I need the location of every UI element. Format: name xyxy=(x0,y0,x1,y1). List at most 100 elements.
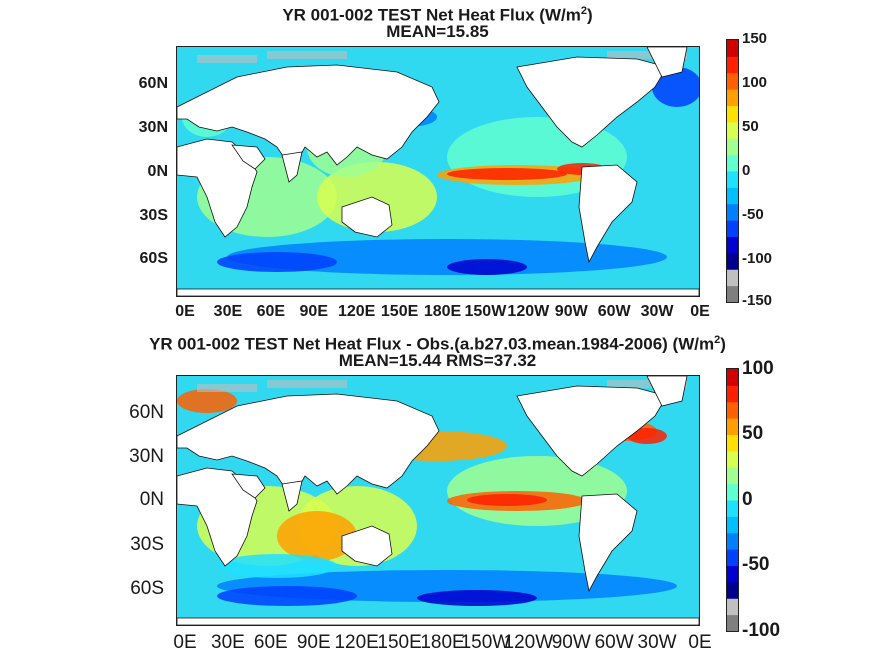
xtick-label: 90E xyxy=(296,632,331,653)
flux-region xyxy=(177,389,237,413)
colorbar-segment xyxy=(727,418,738,435)
colorbar-segment xyxy=(727,450,738,468)
colorbar-segment xyxy=(727,385,738,403)
colorbar-segment xyxy=(727,614,738,632)
panel1-cbtick-100: 100 xyxy=(742,74,768,91)
xtick-label: 30E xyxy=(211,632,245,653)
land-masses xyxy=(177,47,699,296)
xtick-label: 180E xyxy=(420,632,465,653)
xtick-label: 120W xyxy=(507,303,550,320)
panel2-ytick-60s: 60S xyxy=(130,578,164,599)
land-masses xyxy=(177,376,699,625)
xtick-label: 0E xyxy=(690,303,710,320)
africa-landmass xyxy=(177,467,258,567)
panel2-cbtick-0: 0 xyxy=(742,489,753,510)
sea-ice-region xyxy=(267,51,347,59)
xtick-label: 60E xyxy=(253,632,288,653)
colorbar-segment xyxy=(727,171,738,188)
colorbar-segment xyxy=(727,598,738,616)
arabia-landmass xyxy=(231,144,266,170)
colorbar-segment xyxy=(727,549,738,566)
panel2-map xyxy=(176,375,700,626)
antarctica-landmass xyxy=(177,288,699,296)
colorbar-segment xyxy=(727,285,738,303)
flux-region xyxy=(417,590,537,606)
flux-region xyxy=(652,67,699,107)
xtick-label: 60E xyxy=(256,303,286,320)
colorbar-segment xyxy=(727,565,738,583)
flux-region xyxy=(467,494,547,506)
panel2-subtitle: MEAN=15.44 RMS=37.32 xyxy=(338,351,537,370)
panel1-colorbar xyxy=(726,39,739,303)
panel2-ytick-0n: 0N xyxy=(139,489,164,510)
colorbar-segment xyxy=(727,203,738,221)
flux-region xyxy=(217,252,337,272)
arabia-landmass xyxy=(231,473,266,499)
xtick-label: 150E xyxy=(380,303,419,320)
colorbar-segment xyxy=(727,483,738,501)
colorbar-segment xyxy=(727,434,738,452)
panel2-ytick-60n: 60N xyxy=(129,402,164,423)
panel2-ytick-30s: 30S xyxy=(130,534,164,555)
panel2-colorbar-svg xyxy=(727,369,738,632)
africa-landmass xyxy=(177,138,258,238)
sea-ice-region xyxy=(267,380,347,388)
xtick-label: 120E xyxy=(337,303,376,320)
colorbar-segment xyxy=(727,467,738,485)
xtick-label: 120W xyxy=(503,632,554,653)
north-america-landmass xyxy=(516,56,668,148)
india-landmass xyxy=(281,480,303,512)
panel1-ytick-60s: 60S xyxy=(139,250,168,267)
colorbar-segment xyxy=(727,500,738,517)
xtick-label: 30E xyxy=(213,303,243,320)
colorbar-segment xyxy=(727,581,738,599)
flux-region xyxy=(627,428,667,444)
colorbar-segment xyxy=(727,269,738,287)
greenland-landmass xyxy=(646,47,688,78)
panel1-subtitle: MEAN=15.85 xyxy=(386,22,489,41)
panel2-cbtick-100: 100 xyxy=(742,358,774,379)
flux-region xyxy=(217,586,357,606)
panel1-title: YR 001-002 TEST Net Heat Flux (W/m2) xyxy=(282,5,593,25)
xtick-label: 150E xyxy=(377,632,422,653)
panel1-cbtick-neg150: -150 xyxy=(742,292,773,309)
colorbar-segment xyxy=(727,220,738,237)
panel1-cbtick-0: 0 xyxy=(742,162,751,179)
south-america-landmass xyxy=(578,493,638,593)
xtick-label: 60W xyxy=(594,632,634,653)
xtick-label: 90W xyxy=(554,303,588,320)
colorbar-segment xyxy=(727,401,738,419)
panel1-ytick-30n: 30N xyxy=(138,119,168,136)
panel2-cbtick-50: 50 xyxy=(742,423,764,444)
panel2-map-svg xyxy=(177,376,699,625)
colorbar-segment xyxy=(727,121,738,139)
flux-region xyxy=(227,239,667,275)
colorbar-segment xyxy=(727,236,738,254)
colorbar-segment xyxy=(727,369,738,386)
colorbar-segment xyxy=(727,154,738,172)
xtick-label: 150W xyxy=(464,303,507,320)
panel2-title: YR 001-002 TEST Net Heat Flux - Obs.(a.b… xyxy=(149,334,726,354)
colorbar-segment xyxy=(727,138,738,156)
panel2-colorbar xyxy=(726,368,739,632)
australia-landmass xyxy=(341,196,393,238)
north-america-landmass xyxy=(516,385,668,477)
panel1-cbtick-neg50: -50 xyxy=(742,206,764,223)
xtick-label: 30W xyxy=(637,632,677,653)
panel1-ytick-60n: 60N xyxy=(138,75,168,92)
panel2-ytick-30n: 30N xyxy=(129,446,164,467)
xtick-label: 120E xyxy=(334,632,379,653)
colorbar-segment xyxy=(727,72,738,90)
eurasia-landmass xyxy=(177,393,440,495)
xtick-label: 0E xyxy=(175,303,195,320)
flux-region xyxy=(447,168,567,180)
flux-region xyxy=(277,511,357,561)
xtick-label: 180E xyxy=(423,303,462,320)
antarctica-landmass xyxy=(177,617,699,625)
colorbar-segment xyxy=(727,40,738,57)
colorbar-segment xyxy=(727,516,738,534)
xtick-label: 90W xyxy=(551,632,591,653)
south-america-landmass xyxy=(578,164,638,264)
xtick-label: 150W xyxy=(460,632,511,653)
colorbar-segment xyxy=(727,252,738,270)
